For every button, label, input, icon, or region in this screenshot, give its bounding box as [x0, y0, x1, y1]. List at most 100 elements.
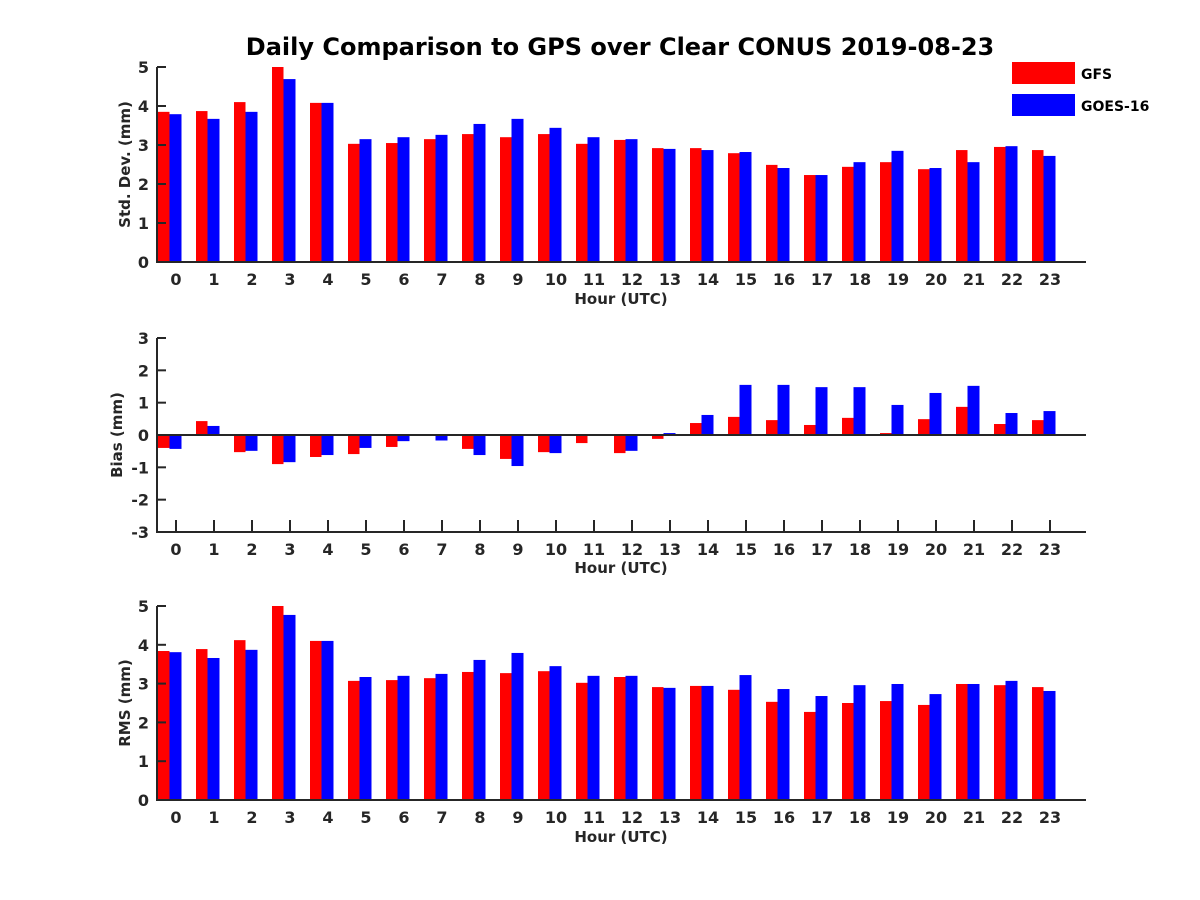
y-tick-label: -2 — [131, 491, 149, 510]
x-tick-label: 8 — [474, 808, 485, 827]
x-tick-label: 19 — [887, 808, 909, 827]
y-tick-label: 2 — [138, 361, 149, 380]
bar-goes16-hour-23 — [1043, 155, 1056, 262]
bar-gfs-hour-10 — [538, 671, 550, 800]
x-tick-label: 14 — [697, 270, 719, 289]
bar-goes16-hour-0 — [169, 114, 182, 262]
bar-gfs-hour-2 — [234, 435, 246, 453]
x-tick-label: 19 — [887, 270, 909, 289]
bar-gfs-hour-11 — [576, 143, 588, 262]
bar-goes16-hour-10 — [549, 127, 562, 262]
bar-goes16-hour-22 — [1005, 146, 1018, 262]
legend-label-gfs: GFS — [1081, 67, 1112, 83]
bar-gfs-hour-23 — [1032, 420, 1044, 435]
x-tick-label: 21 — [963, 540, 985, 559]
y-tick-label: 4 — [138, 636, 149, 655]
bar-gfs-hour-3 — [272, 606, 284, 800]
bar-gfs-hour-0 — [158, 435, 170, 448]
y-tick-label: 2 — [138, 175, 149, 194]
bar-gfs-hour-16 — [766, 164, 778, 262]
bar-gfs-hour-3 — [272, 67, 284, 262]
x-tick-label: 3 — [284, 270, 295, 289]
x-tick-label: 0 — [170, 808, 181, 827]
bar-goes16-hour-15 — [739, 152, 752, 262]
bar-goes16-hour-8 — [473, 435, 486, 456]
bar-gfs-hour-16 — [766, 420, 778, 435]
x-tick-label: 13 — [659, 270, 681, 289]
x-tick-label: 9 — [512, 270, 523, 289]
x-tick-label: 2 — [246, 270, 257, 289]
x-tick-label: 8 — [474, 540, 485, 559]
x-tick-label: 5 — [360, 540, 371, 559]
bar-goes16-hour-14 — [701, 150, 714, 262]
x-tick-label: 15 — [735, 540, 757, 559]
bar-goes16-hour-7 — [435, 435, 448, 441]
bar-gfs-hour-14 — [690, 685, 702, 800]
bar-gfs-hour-21 — [956, 150, 968, 262]
bar-gfs-hour-23 — [1032, 687, 1044, 800]
bar-goes16-hour-14 — [701, 685, 714, 800]
bar-gfs-hour-8 — [462, 671, 474, 800]
bar-gfs-hour-10 — [538, 134, 550, 262]
bar-gfs-hour-14 — [690, 423, 702, 435]
bar-gfs-hour-22 — [994, 424, 1006, 435]
bar-gfs-hour-8 — [462, 134, 474, 262]
x-tick-label: 15 — [735, 808, 757, 827]
x-tick-label: 7 — [436, 540, 447, 559]
x-tick-label: 16 — [773, 808, 795, 827]
bar-gfs-hour-5 — [348, 143, 360, 262]
bar-goes16-hour-3 — [283, 614, 296, 800]
bar-goes16-hour-13 — [663, 148, 676, 262]
bar-goes16-hour-20 — [929, 392, 942, 435]
bar-gfs-hour-3 — [272, 435, 284, 465]
bar-gfs-hour-20 — [918, 419, 930, 435]
bar-gfs-hour-15 — [728, 153, 740, 262]
bar-goes16-hour-23 — [1043, 690, 1056, 800]
x-tick-label: 3 — [284, 808, 295, 827]
bar-goes16-hour-12 — [625, 435, 638, 451]
x-tick-label: 7 — [436, 270, 447, 289]
legend-swatch-goes16 — [1012, 94, 1075, 116]
bar-gfs-hour-11 — [576, 682, 588, 800]
x-tick-label: 5 — [360, 270, 371, 289]
y-tick-label: 3 — [138, 675, 149, 694]
x-tick-label: 6 — [398, 540, 409, 559]
x-tick-label: 6 — [398, 270, 409, 289]
bar-gfs-hour-2 — [234, 640, 246, 800]
bar-goes16-hour-16 — [777, 384, 790, 435]
x-tick-label: 15 — [735, 270, 757, 289]
x-tick-label: 10 — [545, 808, 567, 827]
x-tick-label: 19 — [887, 540, 909, 559]
x-tick-label: 20 — [925, 540, 947, 559]
bar-goes16-hour-10 — [549, 666, 562, 800]
x-tick-label: 13 — [659, 808, 681, 827]
bar-goes16-hour-7 — [435, 134, 448, 262]
x-tick-label: 12 — [621, 270, 643, 289]
x-tick-label: 17 — [811, 270, 833, 289]
legend: GFS GOES-16 — [1012, 62, 1149, 116]
y-axis-label: RMS (mm) — [116, 659, 134, 746]
bar-goes16-hour-18 — [853, 685, 866, 800]
bar-goes16-hour-0 — [169, 435, 182, 449]
bar-gfs-hour-6 — [386, 435, 398, 447]
bar-goes16-hour-1 — [207, 425, 220, 435]
bar-goes16-hour-2 — [245, 435, 258, 451]
x-tick-label: 18 — [849, 270, 871, 289]
bar-goes16-hour-3 — [283, 435, 296, 463]
bar-goes16-hour-14 — [701, 414, 714, 435]
x-tick-label: 9 — [512, 808, 523, 827]
bar-goes16-hour-9 — [511, 118, 524, 263]
bar-gfs-hour-1 — [196, 421, 208, 435]
bar-gfs-hour-20 — [918, 169, 930, 262]
y-tick-label: 5 — [138, 597, 149, 616]
x-tick-label: 23 — [1039, 270, 1061, 289]
x-tick-label: 1 — [208, 540, 219, 559]
bar-goes16-hour-1 — [207, 118, 220, 263]
y-tick-label: 0 — [138, 253, 149, 272]
x-tick-label: 22 — [1001, 540, 1023, 559]
x-tick-label: 10 — [545, 540, 567, 559]
bar-goes16-hour-4 — [321, 435, 334, 456]
bar-goes16-hour-10 — [549, 435, 562, 454]
